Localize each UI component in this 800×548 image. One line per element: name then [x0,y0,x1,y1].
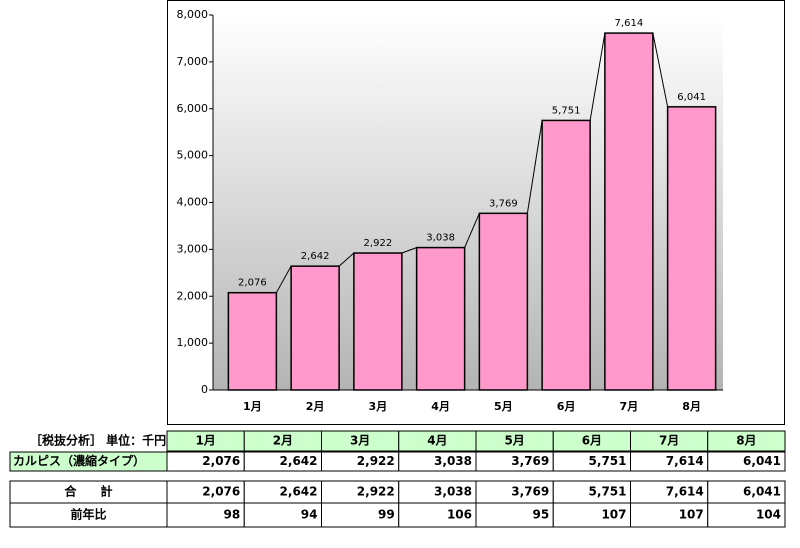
table-column-header: 6月 [582,434,602,448]
x-tick-label: 1月 [243,400,262,413]
table-row-label-cell [9,502,168,528]
value-label: 7,614 [615,18,644,29]
x-tick-label: 2月 [306,400,325,413]
x-tick-label: 7月 [620,400,639,413]
y-tick-label: 7,000 [177,55,209,68]
table-cell-value: 107 [601,508,626,522]
table-cell-value: 3,769 [511,454,549,468]
bar [227,291,278,391]
table-cell-value: 106 [447,508,472,522]
table-cell [630,502,709,528]
bar [290,265,340,391]
bar [541,119,591,391]
table-cell-value: 2,922 [357,485,395,499]
bar [353,252,403,391]
table-column-header: 7月 [659,434,679,448]
table-row-label: 前年比 [70,507,106,522]
table-cell-value: 95 [533,508,550,522]
table-header-cell [707,430,786,452]
x-tick-label: 3月 [369,400,388,413]
series-line [275,265,292,293]
series-line [401,247,417,254]
y-tick-label: 1,000 [177,336,209,349]
table-cell [321,502,400,528]
x-tick-label: 6月 [557,400,576,413]
table-cell-value: 5,751 [589,485,627,499]
y-tick-label: 8,000 [177,8,209,21]
table-column-header: 4月 [427,434,447,448]
bar [666,106,717,391]
table-column-header: 5月 [504,434,524,448]
series-line [464,213,480,248]
x-tick-label: 8月 [682,400,701,413]
bar [478,212,529,391]
table-cell-value: 107 [679,508,704,522]
table-cell-value: 3,038 [434,454,472,468]
table-cell-value: 3,769 [511,485,549,499]
table-cell-value: 5,751 [589,454,627,468]
table-cell-value: 7,614 [666,454,704,468]
table-cell-value: 98 [224,508,241,522]
table-column-header: 2月 [273,434,293,448]
table-cell-value: 104 [756,508,781,522]
y-tick-label: 6,000 [177,102,209,115]
value-label: 6,041 [677,92,706,103]
value-label: 2,922 [364,238,393,249]
table-cell [707,451,786,472]
table-cell-value: 3,038 [434,485,472,499]
table-column-header: 3月 [350,434,370,448]
table-column-header: 8月 [736,434,756,448]
table-cell [552,502,631,528]
table-cell [707,502,786,528]
bar [415,246,466,391]
series-line [589,33,606,121]
y-tick-label: 0 [201,383,208,396]
table-row-label: 合 計 [64,484,112,499]
table-cell-value: 6,041 [743,485,781,499]
table-header-label: ［税抜分析］ 単位：千円 [30,433,166,448]
value-label: 2,642 [301,251,330,262]
table-cell-value: 94 [301,508,318,522]
table-cell [398,502,477,528]
y-tick-label: 2,000 [177,289,209,302]
series-line [526,120,543,214]
table-cell [166,502,245,528]
table-cell [475,502,554,528]
table-cell-value: 2,076 [202,454,240,468]
table-cell-value: 6,041 [743,454,781,468]
table-cell [243,502,322,528]
table-cell-value: 2,642 [280,454,318,468]
y-tick-label: 4,000 [177,196,209,209]
bar [604,32,654,391]
table-cell-value: 2,076 [202,485,240,499]
y-tick-label: 5,000 [177,149,209,162]
series-line [338,252,355,267]
table-cell-value: 99 [378,508,395,522]
value-label: 2,076 [238,278,267,289]
table-column-header: 1月 [195,434,215,448]
table-row-label: カルピス（濃縮タイプ） [13,453,145,468]
value-label: 3,038 [426,233,455,244]
value-label: 3,769 [489,198,518,209]
x-tick-label: 4月 [431,400,450,413]
series-line [652,32,669,107]
x-tick-label: 5月 [494,400,513,413]
y-tick-label: 3,000 [177,242,209,255]
table-cell-value: 7,614 [666,485,704,499]
table-cell-value: 2,642 [280,485,318,499]
table-cell-value: 2,922 [357,454,395,468]
value-label: 5,751 [552,105,581,116]
